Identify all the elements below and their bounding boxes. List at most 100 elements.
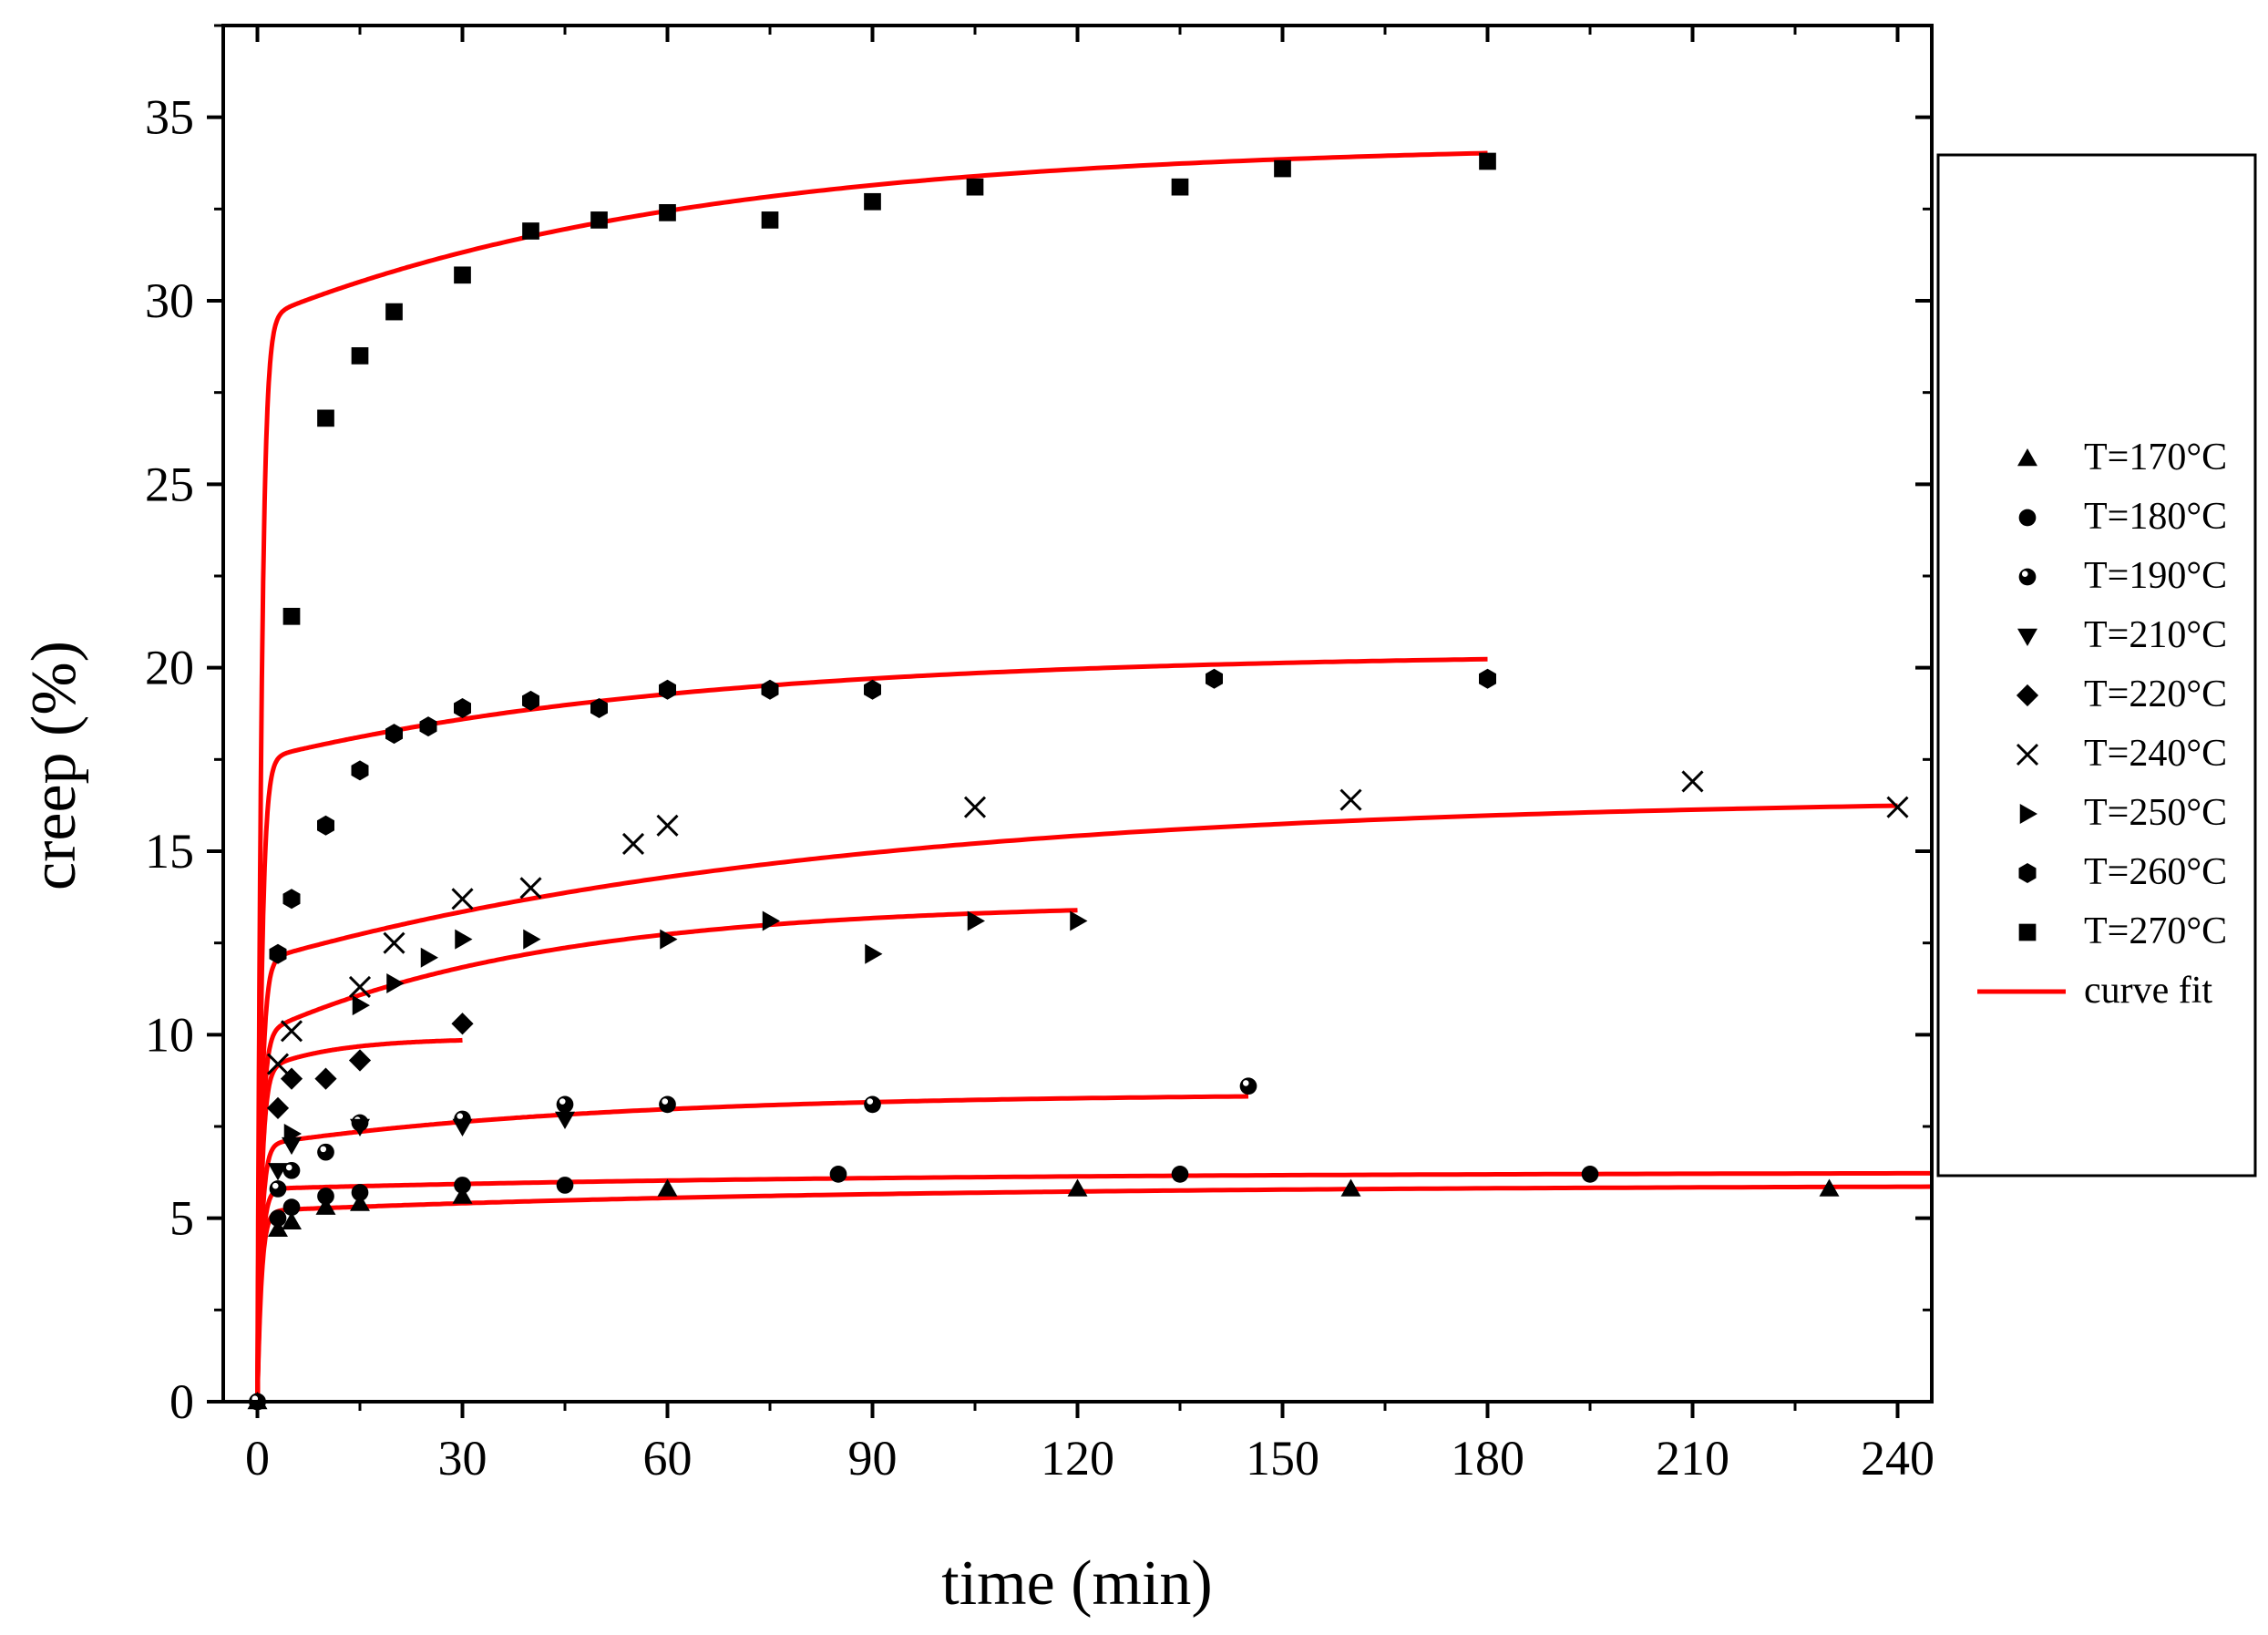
point-t-180 <box>454 1177 471 1194</box>
legend-label: T=250°C <box>2084 792 2227 834</box>
y-tick-label: 35 <box>145 90 194 145</box>
legend-series-unit: °C <box>2186 555 2227 597</box>
marker-highlight <box>272 1182 279 1189</box>
point-t-270 <box>282 607 301 625</box>
legend-entry-t-260: T=260°C <box>2018 851 2227 893</box>
x-tick-label: 0 <box>245 1431 270 1486</box>
point-t-270 <box>522 222 539 240</box>
legend-entry-curve-fit: curve fit <box>1977 970 2212 1012</box>
x-tick-label: 150 <box>1246 1431 1319 1486</box>
marker-highlight <box>457 1113 464 1119</box>
legend-frame <box>1936 153 2257 1177</box>
legend-marker-t-180 <box>2018 509 2037 527</box>
y-tick-label: 5 <box>169 1191 194 1246</box>
point-t-170 <box>350 1193 370 1211</box>
marker-body <box>1239 1077 1257 1095</box>
legend-entry-t-180: T=180°C <box>2018 496 2227 538</box>
y-tick-label: 0 <box>169 1374 194 1429</box>
fit-260-curve <box>255 656 1488 1404</box>
legend-series-unit: °C <box>2186 674 2227 715</box>
point-t-270 <box>385 303 403 321</box>
point-t-260 <box>269 943 287 964</box>
point-t-270 <box>351 347 369 365</box>
point-t-170 <box>282 1211 302 1229</box>
point-t-250 <box>967 910 985 931</box>
x-axis-title: time (min) <box>941 1548 1212 1619</box>
point-t-270 <box>1274 159 1291 178</box>
legend-marker-t-270 <box>2018 923 2037 941</box>
legend-label: T=240°C <box>2084 733 2227 775</box>
point-t-180 <box>351 1184 369 1201</box>
point-t-240 <box>656 814 679 837</box>
point-t-190 <box>659 1095 676 1114</box>
x-tick-label: 30 <box>438 1431 487 1486</box>
x-tick-label: 120 <box>1041 1431 1114 1486</box>
point-t-270 <box>659 204 676 221</box>
legend-entries: T=170°CT=180°CT=190°CT=210°CT=220°CT=240… <box>1977 437 2227 1012</box>
point-t-180 <box>1581 1165 1599 1183</box>
point-t-180 <box>317 1188 334 1205</box>
point-t-240 <box>280 1020 303 1043</box>
legend-entry-t-210: T=210°C <box>2017 614 2227 656</box>
point-t-260 <box>1206 668 1223 689</box>
fit-250-curve <box>255 908 1078 1404</box>
marker-highlight <box>285 1164 292 1171</box>
legend-series-unit: °C <box>2186 792 2227 834</box>
point-t-260 <box>590 698 608 718</box>
series-t-210 <box>268 1111 575 1181</box>
series-t-240 <box>266 770 1909 1075</box>
point-t-240 <box>348 975 372 999</box>
point-t-240 <box>1339 788 1362 811</box>
legend-entry-t-220: T=220°C <box>2016 674 2227 715</box>
point-t-240 <box>519 877 542 900</box>
point-t-270 <box>454 266 471 284</box>
point-t-170 <box>452 1186 473 1204</box>
legend-marker-t-240 <box>2016 743 2039 766</box>
point-t-220 <box>348 1049 372 1072</box>
fit-190-curve <box>255 1094 1249 1404</box>
series-t-170 <box>247 1178 1840 1410</box>
marker-highlight <box>320 1146 327 1153</box>
fit-curves <box>255 150 1933 1404</box>
y-tick-label: 25 <box>145 457 194 511</box>
point-t-270 <box>966 178 984 196</box>
legend-series-name: T=170 <box>2084 437 2186 478</box>
point-t-210 <box>452 1118 473 1136</box>
marker-body <box>269 1180 287 1198</box>
point-t-240 <box>451 888 474 910</box>
point-t-250 <box>386 972 405 993</box>
y-axis-title: creep (%) <box>19 641 89 890</box>
point-t-180 <box>556 1177 574 1194</box>
point-t-260 <box>522 690 539 711</box>
series-t-220 <box>266 1013 474 1119</box>
point-t-260 <box>659 679 676 700</box>
point-t-260 <box>317 815 334 836</box>
point-t-250 <box>352 995 370 1016</box>
marker-body <box>317 1143 334 1161</box>
point-t-250 <box>1070 910 1088 931</box>
fit-180-curve <box>255 1170 1932 1404</box>
point-t-190 <box>1239 1077 1257 1095</box>
x-tick-label: 60 <box>643 1431 693 1486</box>
legend-marker-t-220 <box>2016 684 2039 707</box>
legend-series-name: T=260 <box>2084 851 2186 893</box>
point-t-260 <box>385 724 403 745</box>
point-t-170 <box>1819 1178 1840 1197</box>
point-t-180 <box>282 1198 301 1216</box>
point-t-240 <box>621 832 645 856</box>
point-t-240 <box>963 796 987 818</box>
series-t-270 <box>282 152 1496 625</box>
legend-series-name: T=220 <box>2084 674 2186 715</box>
marker-body <box>659 1095 676 1114</box>
legend-series-unit: °C <box>2186 733 2227 775</box>
point-t-170 <box>657 1178 678 1197</box>
legend-label: T=220°C <box>2084 674 2227 715</box>
x-tick-label: 180 <box>1451 1431 1524 1486</box>
point-t-260 <box>761 679 779 700</box>
point-t-250 <box>865 943 883 964</box>
point-t-260 <box>454 698 471 718</box>
point-t-250 <box>420 947 438 968</box>
legend-series-name: T=210 <box>2084 614 2186 656</box>
point-t-240 <box>1681 770 1704 793</box>
legend-label: T=270°C <box>2084 910 2227 952</box>
